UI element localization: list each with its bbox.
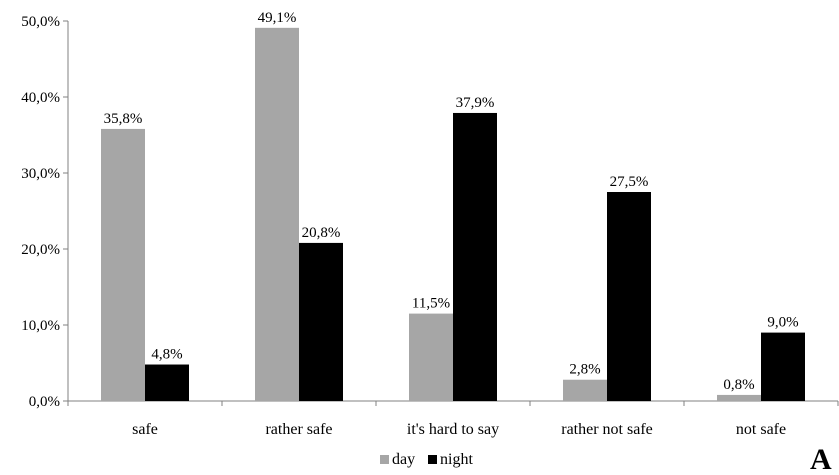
y-tick-label: 40,0% [21,90,60,106]
data-label-night: 20,8% [302,225,341,241]
data-label-night: 9,0% [767,315,798,331]
bar-day [717,395,761,401]
bar-night [761,333,805,401]
data-label-night: 27,5% [610,174,649,190]
x-tick-label: it's hard to say [407,421,499,438]
data-label-day: 49,1% [258,10,297,26]
y-tick-label: 20,0% [21,242,60,258]
data-label-day: 11,5% [412,296,450,312]
legend: day night [380,451,473,468]
y-tick-label: 10,0% [21,318,60,334]
data-label-day: 0,8% [723,377,754,393]
x-tick-label: rather not safe [561,421,653,438]
data-label-day: 2,8% [569,362,600,378]
bar-night [453,113,497,401]
data-label-day: 35,8% [104,111,143,127]
data-label-night: 37,9% [456,95,495,111]
x-tick-label: not safe [736,421,786,438]
bar-night [299,243,343,401]
bars [101,28,805,401]
x-tick-label: safe [132,421,158,438]
y-tick-label: 0,0% [29,394,60,410]
legend-label-day: day [392,451,415,468]
bar-day [101,129,145,401]
bar-day [409,314,453,401]
legend-label-night: night [440,451,473,468]
data-label-night: 4,8% [151,347,182,363]
bar-night [145,365,189,401]
y-tick-label: 30,0% [21,166,60,182]
bar-night [607,192,651,401]
legend-swatch-night [428,455,437,464]
legend-swatch-day [380,455,389,464]
panel-label: A [810,443,832,475]
bar-day [255,28,299,401]
y-tick-label: 50,0% [21,14,60,30]
bar-day [563,380,607,401]
x-tick-label: rather safe [265,421,332,438]
